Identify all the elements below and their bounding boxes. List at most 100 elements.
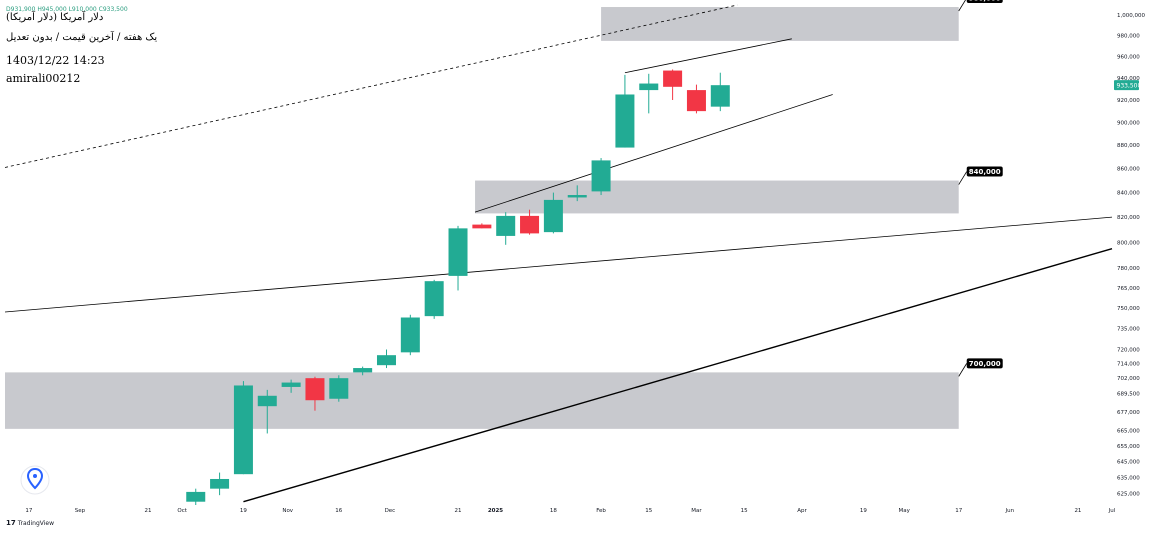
x-tick-label: 21 — [145, 508, 152, 514]
trendlines-layer — [4, 4, 1113, 503]
y-tick-label: 1,000,000 — [1117, 13, 1145, 19]
x-axis: 17 Sep 21 Oct 19 Nov 16 Dec 21 2025 18 Feb 15 Mar 15 Ap… — [25, 508, 1115, 514]
y-tick-label: 655,000 — [1117, 444, 1140, 450]
candle-body — [376, 355, 396, 366]
x-tick-label: Sep — [75, 508, 86, 514]
y-tick-label: 702,000 — [1117, 376, 1140, 382]
last-price-label: 933,500 — [1117, 82, 1142, 89]
zone-label: 980,000 — [969, 0, 1001, 3]
zone-label-connector — [958, 363, 968, 377]
zones-layer — [5, 7, 959, 429]
trendline — [624, 38, 792, 74]
y-tick-label: 880,000 — [1117, 143, 1140, 149]
tradingview-mark: 17 — [6, 519, 16, 527]
candle-body — [496, 215, 516, 236]
x-tick-label: May — [899, 508, 911, 514]
y-tick-label: 820,000 — [1117, 215, 1140, 221]
candle-body — [639, 83, 659, 91]
x-tick-label: Nov — [282, 508, 293, 514]
snapshot-datetime: 1403/12/22 14:23 — [6, 54, 105, 67]
x-tick-label: 15 — [645, 508, 652, 514]
candle-body — [210, 478, 230, 489]
x-tick-label: Jun — [1005, 508, 1015, 514]
y-tick-label: 920,000 — [1117, 98, 1140, 104]
candle-body — [448, 228, 468, 276]
candle-body — [543, 199, 563, 233]
y-tick-label: 635,000 — [1117, 475, 1140, 481]
candles-layer — [186, 69, 730, 505]
x-tick-label: Feb — [596, 508, 606, 514]
candle-body — [424, 281, 444, 317]
candle-body — [615, 94, 635, 148]
y-tick-label: 900,000 — [1117, 120, 1140, 126]
candle-body — [329, 378, 349, 399]
y-tick-label: 714,000 — [1117, 362, 1140, 368]
y-axis: 1,000,000 980,000 960,000 940,000 920,000 900… — [1114, 13, 1145, 498]
x-tick-label: 16 — [335, 508, 342, 514]
trendline — [4, 216, 1113, 313]
x-tick-label: 19 — [860, 508, 867, 514]
candle-body — [400, 317, 420, 353]
y-tick-label: 720,000 — [1117, 348, 1140, 354]
x-tick-label: Oct — [177, 508, 187, 514]
zone-label-connector — [958, 0, 966, 12]
trendline — [474, 94, 833, 213]
x-tick-label: 17 — [955, 508, 962, 514]
chart-subtitle: یک هفته / آخرین قیمت / بدون تعدیل — [6, 32, 158, 43]
x-tick-label: 17 — [25, 508, 32, 514]
tradingview-brand: TradingView — [17, 519, 55, 527]
candle-body — [663, 70, 683, 87]
zone-label: 700,000 — [969, 360, 1001, 368]
candle-body — [567, 195, 587, 198]
author-name: amirali00212 — [6, 72, 81, 85]
x-tick-label: Dec — [385, 508, 396, 514]
x-tick-label: Mar — [691, 508, 702, 514]
zone-label-box — [966, 166, 1003, 177]
x-tick-label: 2025 — [488, 508, 503, 514]
location-pin-icon[interactable] — [20, 463, 50, 497]
zone-label-box — [966, 0, 1003, 4]
y-tick-label: 860,000 — [1117, 167, 1140, 173]
candle-body — [686, 90, 706, 112]
x-tick-label: 21 — [455, 508, 462, 514]
candle-body — [710, 85, 730, 107]
candle-body — [233, 385, 253, 475]
trendline — [4, 4, 738, 168]
candle-body — [472, 224, 492, 229]
y-tick-label: 645,000 — [1117, 459, 1140, 465]
y-tick-label: 625,000 — [1117, 492, 1140, 498]
x-tick-label: 18 — [550, 508, 557, 514]
x-tick-label: 19 — [240, 508, 247, 514]
tradingview-logo-icon[interactable]: 17 TradingView — [6, 519, 54, 527]
x-tick-label: 15 — [741, 508, 748, 514]
last-price-tag — [1114, 80, 1139, 91]
candle-body — [353, 368, 373, 373]
x-tick-label: Apr — [797, 508, 807, 514]
y-tick-label: 677,000 — [1117, 410, 1140, 416]
candle-body — [591, 160, 611, 192]
symbol-title: دلار آمریکا (دلار آمریکا) — [6, 12, 104, 23]
y-tick-label: 750,000 — [1117, 306, 1140, 312]
trendline — [243, 247, 1113, 503]
y-tick-label: 980,000 — [1117, 34, 1140, 40]
zone-label: 840,000 — [969, 168, 1001, 176]
y-tick-label: 735,000 — [1117, 327, 1140, 333]
y-tick-label: 780,000 — [1117, 266, 1140, 272]
y-tick-label: 689,500 — [1117, 392, 1140, 398]
candle-body — [257, 395, 277, 407]
candle-body — [520, 215, 540, 234]
y-tick-label: 665,000 — [1117, 428, 1140, 434]
y-tick-label: 940,000 — [1117, 76, 1140, 82]
candle-body — [305, 378, 325, 401]
candle-body — [281, 382, 301, 387]
x-tick-label: Jul — [1108, 508, 1116, 514]
zone-label-connector — [958, 171, 968, 185]
zone-labels-layer: 980,000 840,000 700,000 — [958, 0, 1003, 377]
x-tick-label: 21 — [1074, 508, 1081, 514]
y-tick-label: 840,000 — [1117, 191, 1140, 197]
candle-body — [186, 491, 206, 502]
zone-label-box — [966, 358, 1003, 369]
y-tick-label: 800,000 — [1117, 240, 1140, 246]
ohlc-readout: D931,900 H945,000 L910,000 C933,500 — [6, 6, 128, 13]
